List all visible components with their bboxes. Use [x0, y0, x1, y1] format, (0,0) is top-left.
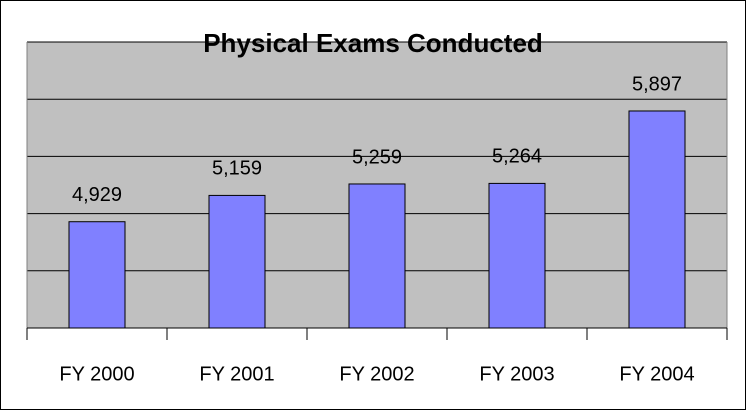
chart-title: Physical Exams Conducted — [203, 28, 543, 58]
value-label: 4,929 — [72, 184, 122, 206]
bar — [68, 221, 126, 329]
bar — [348, 183, 406, 329]
value-label: 5,264 — [492, 146, 542, 168]
value-label: 5,897 — [632, 73, 682, 95]
x-tick-label: FY 2000 — [59, 363, 134, 385]
bar — [628, 110, 686, 329]
bar — [208, 194, 266, 329]
value-label: 5,159 — [212, 158, 262, 180]
x-tick-label: FY 2003 — [479, 363, 554, 385]
x-tick-label: FY 2001 — [199, 363, 274, 385]
value-label: 5,259 — [352, 146, 402, 168]
x-tick-label: FY 2004 — [619, 363, 694, 385]
x-tick-label: FY 2002 — [339, 363, 414, 385]
bar — [488, 182, 546, 329]
